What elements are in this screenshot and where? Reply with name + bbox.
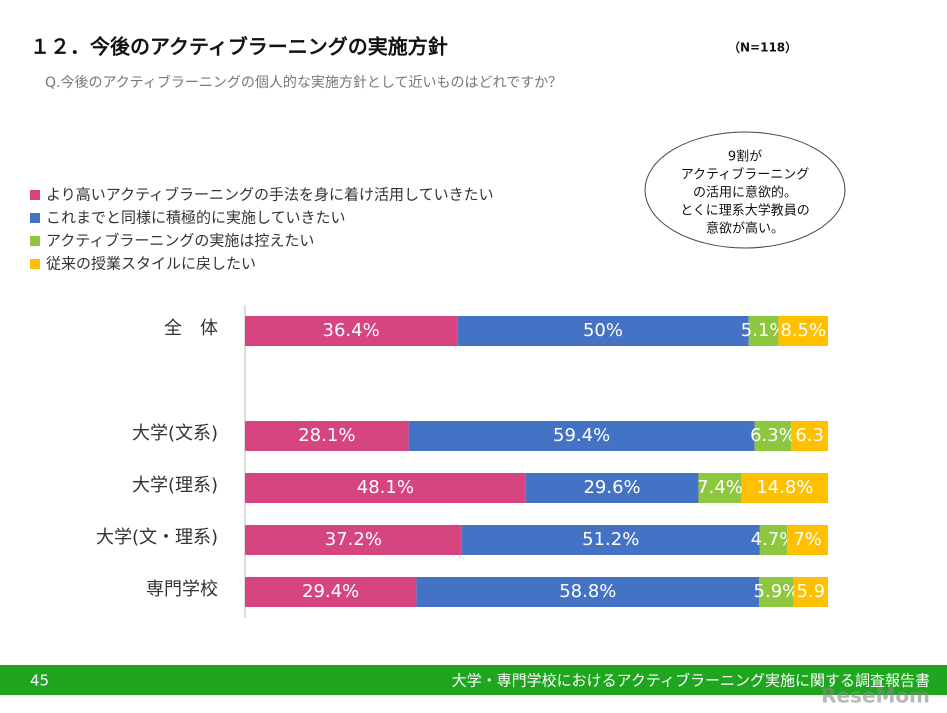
bar-segment: [457, 316, 749, 346]
legend-label: これまでと同様に積極的に実施していきたい: [46, 209, 346, 227]
data-label: 5.9: [796, 581, 825, 602]
data-label: 8.5%: [780, 320, 826, 341]
data-label: 5.9%: [754, 581, 800, 602]
data-label: 48.1%: [357, 477, 414, 498]
legend-swatch: [30, 213, 40, 223]
category-label: 全 体: [164, 318, 218, 339]
data-label: 59.4%: [553, 425, 610, 446]
data-label: 36.4%: [323, 320, 380, 341]
data-label: 14.8%: [756, 477, 813, 498]
data-label: 28.1%: [298, 425, 355, 446]
data-label: 50%: [583, 320, 623, 341]
bar-segment: [698, 473, 742, 503]
bar-segment: [759, 577, 794, 607]
data-label: 37.2%: [325, 529, 382, 550]
data-label: 7%: [793, 529, 822, 550]
bar-segment: [791, 421, 828, 451]
bar-segment: [416, 577, 760, 607]
bar-segment: [787, 525, 828, 555]
bar-segment: [793, 577, 828, 607]
footer-text: 大学・専門学校におけるアクティブラーニング実施に関する調査報告書: [452, 672, 930, 690]
bar-segment: [778, 316, 828, 346]
data-label: 4.7%: [751, 529, 797, 550]
data-label: 6.3: [795, 425, 824, 446]
bar-segment: [754, 421, 792, 451]
bar-segment: [245, 473, 526, 503]
page-number: 45: [30, 672, 49, 690]
data-label: 58.8%: [559, 581, 616, 602]
category-label: 大学(文・理系): [96, 527, 218, 548]
bar-segment: [408, 421, 755, 451]
legend-label: アクティブラーニングの実施は控えたい: [46, 232, 314, 250]
subtitle: Q.今後のアクティブラーニングの個人的な実施方針として近いものはどれですか？: [45, 74, 562, 91]
bar-segment: [525, 473, 699, 503]
category-label: 専門学校: [146, 579, 218, 600]
bar-segment: [245, 577, 417, 607]
bar-segment: [759, 525, 788, 555]
legend-swatch: [30, 190, 40, 200]
callout-text: の活用に意欲的。: [693, 185, 797, 201]
bar-segment: [245, 421, 409, 451]
footer-bar: [0, 665, 947, 695]
callout-text: とくに理系大学教員の: [680, 203, 810, 219]
bar-segment: [245, 525, 462, 555]
legend-label: 従来の授業スタイルに戻したい: [46, 255, 256, 273]
data-label: 29.4%: [302, 581, 359, 602]
chart-title: １２．今後のアクティブラーニングの実施方針: [30, 35, 448, 59]
data-label: 6.3%: [750, 425, 796, 446]
bar-segment: [741, 473, 828, 503]
category-label: 大学(理系): [132, 475, 218, 496]
data-label: 5.1%: [741, 320, 787, 341]
data-label: 29.6%: [583, 477, 640, 498]
logo: ReseMom: [821, 684, 930, 708]
legend-swatch: [30, 236, 40, 246]
callout-text: 9割が: [728, 149, 762, 165]
legend-swatch: [30, 259, 40, 269]
data-label: 51.2%: [582, 529, 639, 550]
category-label: 大学(文系): [132, 423, 218, 444]
callout-text: アクティブラーニング: [681, 167, 810, 183]
callout-bubble: [644, 131, 846, 249]
sample-size: （N=118）: [728, 40, 797, 55]
legend-label: より高いアクティブラーニングの手法を身に着け活用していきたい: [46, 186, 494, 204]
callout-text: 意欲が高い。: [706, 221, 784, 237]
bar-segment: [748, 316, 779, 346]
bar-segment: [245, 316, 458, 346]
data-label: 7.4%: [697, 477, 743, 498]
bar-segment: [461, 525, 760, 555]
